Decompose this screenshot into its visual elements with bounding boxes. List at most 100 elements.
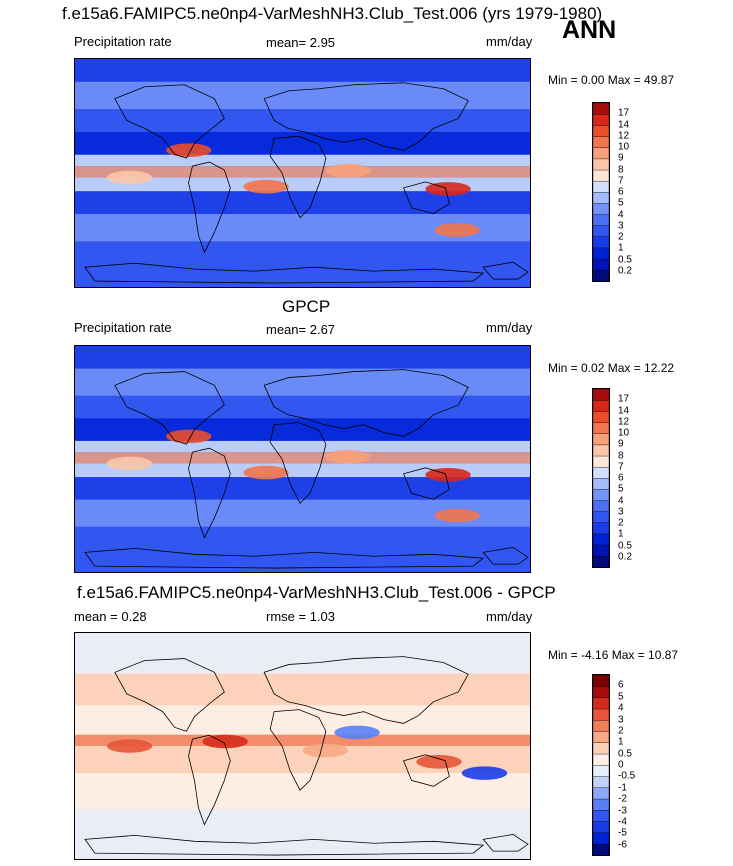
colorbar-swatch xyxy=(593,798,609,811)
coastline xyxy=(188,447,231,539)
precip-hotspot xyxy=(325,163,371,178)
figure-title: f.e15a6.FAMIPC5.ne0np4-VarMeshNH3.Club_T… xyxy=(62,4,603,23)
panel3-mean-label: mean = 0.28 xyxy=(74,609,147,624)
colorbar-swatch xyxy=(593,522,609,535)
precip-band xyxy=(75,166,530,178)
coastline xyxy=(403,754,450,787)
coastline xyxy=(482,547,529,565)
panel3-colorbar-svg xyxy=(593,675,609,855)
colorbar-swatch xyxy=(593,843,609,855)
panel3-colorbar xyxy=(592,674,610,856)
coastline xyxy=(403,181,450,215)
panel2-map xyxy=(74,345,531,573)
colorbar-tick-label: 0.5 xyxy=(618,748,632,760)
colorbar-swatch xyxy=(593,500,609,512)
colorbar-tick-label: 12 xyxy=(618,416,630,428)
coastline xyxy=(114,658,225,732)
coastline xyxy=(269,135,327,219)
panel3-map-svg xyxy=(75,633,530,859)
colorbar-swatch xyxy=(593,764,609,777)
colorbar-tick-label: 12 xyxy=(618,130,630,142)
coastline xyxy=(482,261,529,280)
colorbar-swatch xyxy=(593,136,609,148)
coastline xyxy=(84,548,485,569)
colorbar-swatch xyxy=(593,466,609,479)
colorbar-tick-label: -0.5 xyxy=(618,770,636,782)
precip-band xyxy=(75,734,530,746)
coastlines xyxy=(84,369,529,569)
panel2-left-label: Precipitation rate xyxy=(74,320,172,335)
colorbar-tick-label: -2 xyxy=(618,793,627,805)
precip-band xyxy=(75,673,530,706)
colorbar-swatch xyxy=(593,422,609,434)
colorbar-swatch xyxy=(593,809,609,822)
colorbar-swatch xyxy=(593,444,609,457)
panel2-minmax: Min = 0.02 Max = 12.22 xyxy=(548,361,675,375)
coastline xyxy=(482,834,529,852)
precip-band xyxy=(75,773,530,810)
colorbar-tick-label: 3 xyxy=(618,220,624,232)
colorbar-tick-label: 3 xyxy=(618,506,624,518)
coastline xyxy=(84,835,485,856)
precip-hotspot xyxy=(106,739,153,753)
coastline xyxy=(114,84,225,159)
panel1-left-label: Precipitation rate xyxy=(74,34,172,49)
colorbar-tick-label: 5 xyxy=(618,691,624,703)
colorbar-tick-label: 6 xyxy=(618,186,624,198)
colorbar-swatch xyxy=(593,169,609,182)
precip-hotspot xyxy=(166,429,212,444)
colorbar-tick-label: 0.2 xyxy=(618,551,632,563)
coastline xyxy=(114,371,225,445)
precip-hotspot xyxy=(416,755,462,769)
coastline xyxy=(269,422,327,504)
colorbar-swatch xyxy=(593,742,609,755)
colorbar-tick-label: -3 xyxy=(618,805,627,816)
precip-band xyxy=(75,154,530,167)
panel1-mean-label: mean= 2.95 xyxy=(266,35,336,50)
colorbar-tick-label: 17 xyxy=(618,393,630,405)
colorbar-tick-label: 5 xyxy=(618,483,624,495)
colorbar-tick-label: 14 xyxy=(618,405,630,416)
colorbar-tick-label: -5 xyxy=(618,827,627,839)
coastline xyxy=(269,709,327,791)
colorbar-swatch xyxy=(593,675,609,687)
colorbar-swatch xyxy=(593,719,609,732)
colorbar-tick-label: 9 xyxy=(618,438,624,450)
colorbar-swatch xyxy=(593,776,609,788)
precip-band xyxy=(75,131,530,155)
panel3-title: f.e15a6.FAMIPC5.ne0np4-VarMeshNH3.Club_T… xyxy=(77,583,556,602)
colorbar-swatch xyxy=(593,477,609,490)
colorbar-tick-label: 10 xyxy=(618,141,630,153)
precip-hotspot xyxy=(243,465,289,480)
colorbar-tick-label: 0.5 xyxy=(618,254,632,265)
colorbar-swatch xyxy=(593,697,609,710)
colorbar-tick-label: 0.5 xyxy=(618,540,632,551)
colorbar-swatch xyxy=(593,511,609,523)
precip-band xyxy=(75,191,530,215)
colorbar-tick-label: 1 xyxy=(618,736,624,748)
colorbar-tick-label: -4 xyxy=(618,816,627,828)
precip-hotspot xyxy=(325,449,371,464)
colorbar-swatch xyxy=(593,555,609,567)
colorbar-swatch xyxy=(593,821,609,833)
colorbar-tick-label: 10 xyxy=(618,427,630,439)
coastline xyxy=(263,656,469,724)
panel1-units-label: mm/day xyxy=(486,34,533,49)
precip-band xyxy=(75,368,530,396)
coastline xyxy=(188,734,231,826)
colorbar-swatch xyxy=(593,180,609,193)
panel2-title: GPCP xyxy=(282,297,331,316)
panel2-units-label: mm/day xyxy=(486,320,533,335)
colorbar-tick-label: 4 xyxy=(618,495,624,506)
colorbar-swatch xyxy=(593,787,609,800)
colorbar-tick-label: 3 xyxy=(618,714,624,725)
colorbar-tick-label: 1 xyxy=(618,528,624,540)
colorbar-tick-label: 7 xyxy=(618,461,624,473)
precip-band xyxy=(75,346,530,369)
colorbar-tick-label: 17 xyxy=(618,107,630,119)
colorbar-swatch xyxy=(593,832,609,845)
panel1-map xyxy=(74,58,531,288)
colorbar-tick-label: 2 xyxy=(618,231,624,243)
panel1-colorbar xyxy=(592,102,610,282)
precip-band xyxy=(75,418,530,441)
